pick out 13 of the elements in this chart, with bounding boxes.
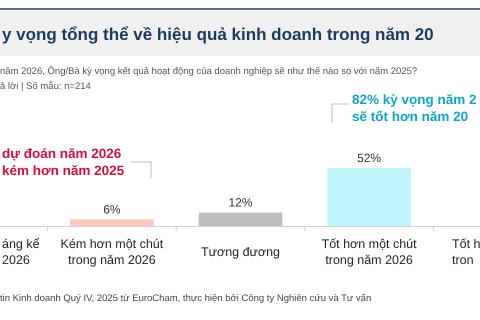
text: 82% kỳ vọng năm 2 sẽ tốt hơn năm 20 — [352, 92, 477, 124]
text: tin Kinh doanh Quý IV, 2025 từ EuroCham, thực hiện bởi Công ty Nghiên cứu và Tư vấn — [0, 293, 372, 304]
chart-subtitle: năm 2026, Ông/Bà kỳ vọng kết quả hoạt động của doanh nghiệp sẽ như thế nào so với năm 2025? ả lời | Số mẫu: n=214 — [0, 65, 418, 92]
x-tick-label: áng kể 2026 — [2, 237, 40, 267]
chart-title: y vọng tổng thể về hiệu quả kinh doanh trong năm 20 — [2, 25, 434, 44]
x-tick-label: Tốt hơn một chút trong năm 2026 — [322, 237, 418, 267]
annotation: dự đoán năm 2026 kém hơn năm 2025 — [2, 146, 125, 178]
data-label: 12% — [228, 196, 253, 210]
x-tick-label: Tốt h tron — [452, 237, 480, 267]
data-label: 6% — [103, 202, 121, 216]
data-label: 52% — [357, 151, 382, 165]
x-tick-label: Tương đương — [201, 245, 280, 259]
x-tick-label: Kém hơn một chút trong năm 2026 — [60, 237, 164, 267]
